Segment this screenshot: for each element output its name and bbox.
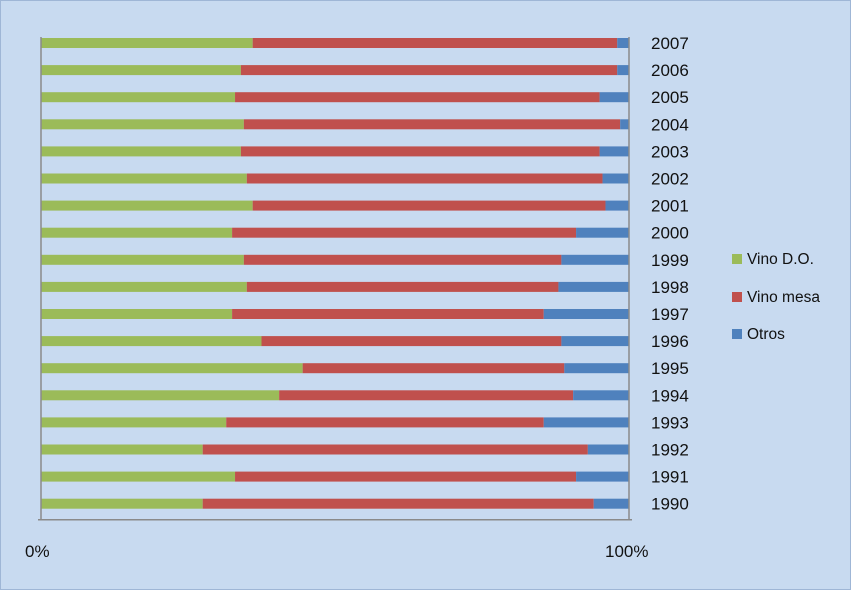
- bar-2004-vino-d-o-: [41, 119, 244, 130]
- bar-2006-vino-mesa: [240, 65, 618, 76]
- bar-1996-vino-d-o-: [41, 336, 262, 347]
- bar-2005-vino-d-o-: [41, 92, 236, 103]
- legend-label-vino-mesa: Vino mesa: [747, 289, 820, 306]
- bar-1991-otros: [576, 471, 629, 482]
- bar-1999-otros: [561, 254, 629, 265]
- bar-1992-vino-mesa: [202, 444, 588, 455]
- bar-1999-vino-d-o-: [41, 254, 244, 265]
- bar-2000-vino-d-o-: [41, 227, 233, 238]
- legend: Vino D.O. Vino mesa Otros: [732, 251, 820, 343]
- bar-1990-vino-mesa: [202, 498, 594, 509]
- category-label-2002: 2002: [651, 170, 689, 189]
- category-label-1997: 1997: [651, 305, 689, 324]
- bar-1999-vino-mesa: [243, 254, 562, 265]
- bar-2003-otros: [599, 146, 629, 157]
- x-tick-0: 0%: [25, 542, 50, 561]
- bar-1994-otros: [573, 390, 629, 401]
- x-tick-100: 100%: [605, 542, 648, 561]
- category-label-2000: 2000: [651, 224, 689, 243]
- bar-1997-otros: [543, 309, 629, 319]
- category-label-2005: 2005: [651, 88, 689, 107]
- bar-2000-otros: [576, 227, 629, 238]
- category-label-1992: 1992: [651, 441, 689, 460]
- category-label-1998: 1998: [651, 278, 689, 297]
- legend-swatch-vino-mesa: [732, 292, 742, 302]
- category-label-1993: 1993: [651, 413, 689, 432]
- category-label-2001: 2001: [651, 197, 689, 216]
- category-label-2006: 2006: [651, 61, 689, 80]
- bar-2001-otros: [605, 200, 629, 211]
- category-label-1991: 1991: [651, 468, 689, 487]
- bar-1994-vino-mesa: [279, 390, 574, 401]
- category-label-1999: 1999: [651, 251, 689, 270]
- bar-2007-vino-mesa: [252, 38, 618, 48]
- bar-2002-vino-mesa: [246, 173, 603, 184]
- bar-2001-vino-d-o-: [41, 200, 253, 211]
- bar-1992-otros: [587, 444, 629, 455]
- bar-1993-vino-d-o-: [41, 417, 227, 428]
- legend-label-vino-d-o-: Vino D.O.: [747, 251, 814, 268]
- bar-2000-vino-mesa: [232, 227, 577, 238]
- category-label-2007: 2007: [651, 34, 689, 53]
- legend-label-otros: Otros: [747, 326, 785, 343]
- bar-1995-otros: [564, 363, 629, 374]
- bar-1998-vino-mesa: [246, 281, 559, 292]
- bars-layer: [41, 38, 629, 509]
- legend-swatch-otros: [732, 329, 742, 339]
- category-label-2004: 2004: [651, 115, 689, 134]
- bar-1996-otros: [561, 336, 629, 347]
- bar-2005-vino-mesa: [235, 92, 600, 103]
- category-labels: 2007 2006 2005 2004 2003 2002 2001 2000 1999 1998…: [651, 34, 689, 514]
- category-label-1995: 1995: [651, 359, 689, 378]
- axes-layer: [38, 37, 632, 521]
- bar-2007-vino-d-o-: [41, 38, 253, 48]
- category-label-1994: 1994: [651, 386, 689, 405]
- bar-1991-vino-mesa: [235, 471, 577, 482]
- x-tick-labels: 0% 100%: [25, 542, 648, 561]
- bar-2004-otros: [620, 119, 629, 130]
- bar-2006-otros: [617, 65, 629, 76]
- bar-1993-otros: [543, 417, 629, 428]
- bar-1998-vino-d-o-: [41, 281, 247, 292]
- bar-1993-vino-mesa: [226, 417, 544, 428]
- category-label-1996: 1996: [651, 332, 689, 351]
- category-label-1990: 1990: [651, 495, 689, 514]
- bar-2001-vino-mesa: [252, 200, 606, 211]
- bar-2002-vino-d-o-: [41, 173, 247, 184]
- bar-1990-otros: [593, 498, 629, 509]
- category-label-2003: 2003: [651, 142, 689, 161]
- bar-1991-vino-d-o-: [41, 471, 236, 482]
- bar-1995-vino-mesa: [302, 363, 565, 374]
- bar-2003-vino-d-o-: [41, 146, 241, 157]
- bar-1997-vino-mesa: [232, 309, 544, 319]
- bar-1990-vino-d-o-: [41, 498, 203, 509]
- bar-1998-otros: [558, 281, 629, 292]
- bar-2003-vino-mesa: [240, 146, 600, 157]
- bar-2006-vino-d-o-: [41, 65, 241, 76]
- bar-1997-vino-d-o-: [41, 309, 233, 319]
- bar-2005-otros: [599, 92, 629, 103]
- bar-2007-otros: [617, 38, 629, 48]
- bar-1995-vino-d-o-: [41, 363, 303, 374]
- legend-swatch-vino-d-o-: [732, 254, 742, 264]
- bar-1992-vino-d-o-: [41, 444, 203, 455]
- bar-1996-vino-mesa: [261, 336, 562, 347]
- bar-2002-otros: [602, 173, 629, 184]
- bar-2004-vino-mesa: [243, 119, 621, 130]
- bar-1994-vino-d-o-: [41, 390, 280, 401]
